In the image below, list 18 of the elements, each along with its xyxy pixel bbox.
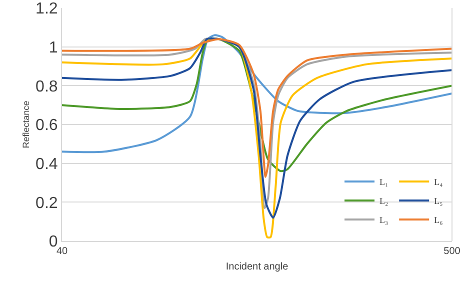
- legend-label: L₃: [380, 215, 388, 226]
- x-tick-label: 40: [56, 246, 68, 257]
- y-tick-label: 1: [48, 39, 58, 56]
- x-axis-title: Incident angle: [226, 262, 289, 272]
- legend-label: L₁: [380, 177, 388, 188]
- y-tick-label: 0.8: [36, 78, 58, 96]
- y-tick-label: 1.2: [36, 0, 58, 18]
- y-tick-label: 0: [48, 234, 58, 251]
- legend-label: L₄: [434, 177, 443, 188]
- legend-label: L₆: [434, 215, 443, 226]
- x-tick-label: 500: [444, 246, 461, 257]
- y-tick-label: 0.6: [36, 117, 58, 134]
- y-tick-label: 0.2: [36, 194, 58, 212]
- legend-label: L₅: [434, 196, 443, 206]
- line-series: [62, 34, 452, 154]
- legend-label: L₂: [380, 196, 388, 206]
- y-axis-title: Reflectance: [20, 100, 31, 148]
- y-tick-label: 0.4: [36, 156, 58, 173]
